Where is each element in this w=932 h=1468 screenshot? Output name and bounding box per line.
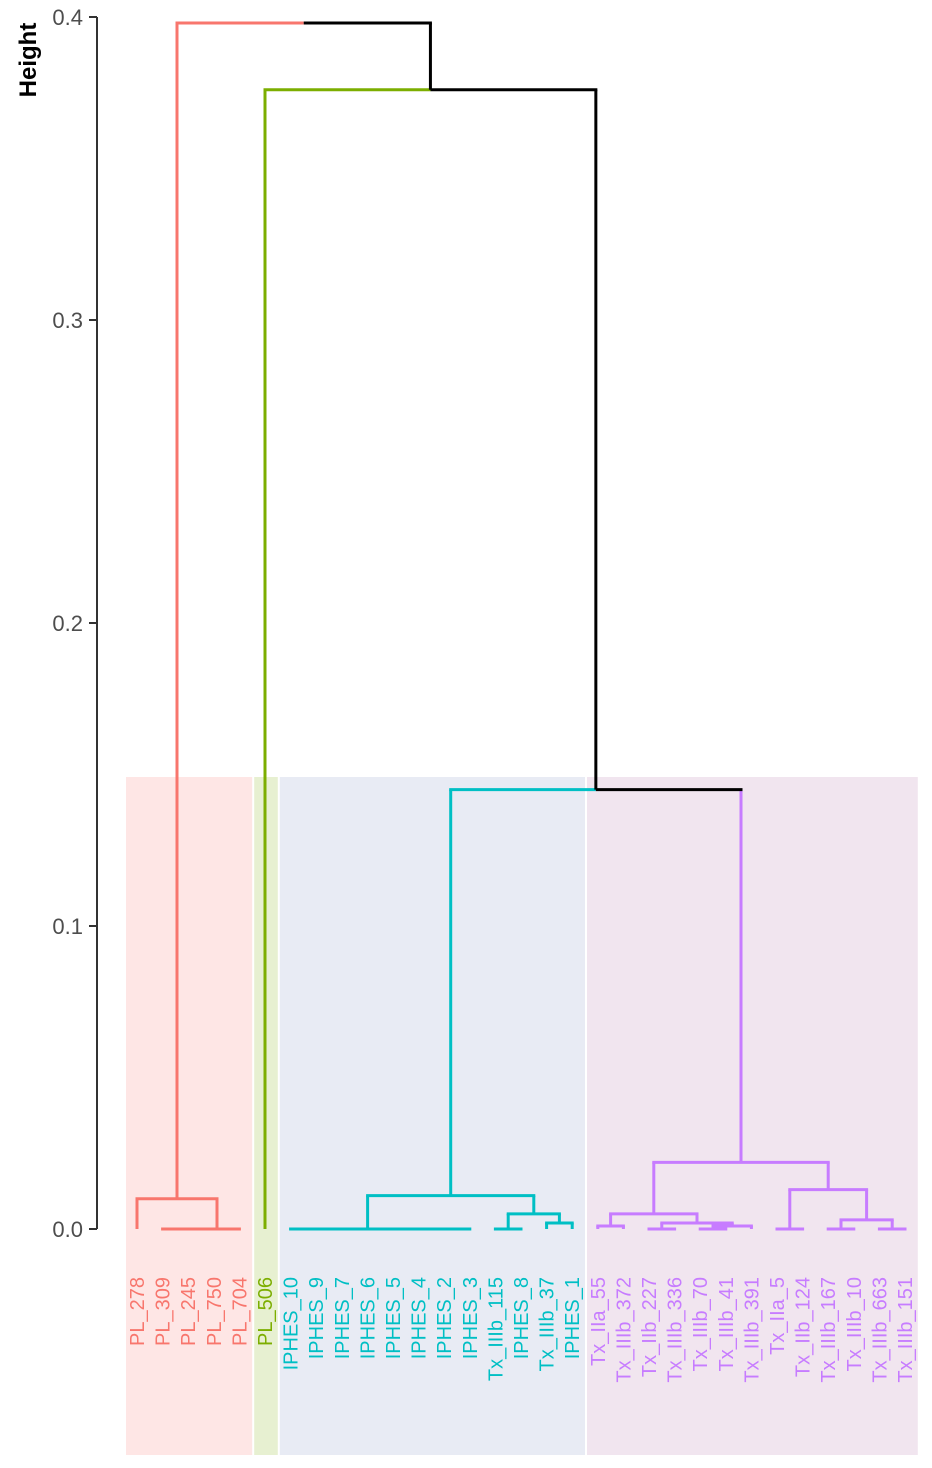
y-axis: 0.0 0.1 0.2 0.3 0.4 bbox=[52, 5, 98, 1242]
leaf-label: Tx_IIIb_336 bbox=[665, 1277, 687, 1383]
leaf-label: Tx_IIb_227 bbox=[639, 1277, 661, 1377]
leaf-label: Tx_IIb_124 bbox=[793, 1277, 815, 1377]
leaf-label: IPHES_8 bbox=[511, 1277, 533, 1359]
leaf-labels: PL_278 PL_309 PL_245 PL_750 PL_704 PL_506 IPHE… bbox=[127, 1277, 917, 1383]
leaf-label: PL_506 bbox=[255, 1277, 277, 1346]
leaf-label: Tx_IIa_5 bbox=[767, 1277, 789, 1355]
y-axis-label: Height bbox=[15, 23, 42, 98]
y-tick-label: 0.0 bbox=[52, 1217, 83, 1242]
cluster-band bbox=[126, 777, 253, 1455]
leaf-label: Tx_IIIb_37 bbox=[537, 1277, 559, 1372]
leaf-label: IPHES_7 bbox=[332, 1277, 354, 1359]
y-tick-label: 0.1 bbox=[52, 914, 83, 939]
leaf-label: Tx_IIIb_151 bbox=[895, 1277, 917, 1383]
leaf-label: IPHES_2 bbox=[434, 1277, 456, 1359]
leaf-label: Tx_IIIb_41 bbox=[716, 1277, 738, 1372]
leaf-label: Tx_IIIb_167 bbox=[818, 1277, 840, 1383]
leaf-label: PL_750 bbox=[204, 1277, 226, 1346]
leaf-label: Tx_IIIb_663 bbox=[869, 1277, 891, 1383]
y-tick-label: 0.2 bbox=[52, 611, 83, 636]
cluster-band bbox=[587, 777, 918, 1455]
leaf-label: IPHES_3 bbox=[460, 1277, 482, 1359]
leaf-label: Tx_IIIb_372 bbox=[613, 1277, 635, 1383]
leaf-label: Tx_IIIb_70 bbox=[690, 1277, 712, 1372]
leaf-label: IPHES_10 bbox=[281, 1277, 303, 1370]
leaf-label: PL_278 bbox=[127, 1277, 149, 1346]
leaf-label: IPHES_4 bbox=[409, 1277, 431, 1359]
leaf-label: IPHES_6 bbox=[357, 1277, 379, 1359]
leaf-label: Tx_IIIb_10 bbox=[844, 1277, 866, 1372]
leaf-label: IPHES_5 bbox=[383, 1277, 405, 1359]
leaf-label: PL_245 bbox=[178, 1277, 200, 1346]
y-tick-label: 0.3 bbox=[52, 308, 83, 333]
y-tick-label: 0.4 bbox=[52, 5, 83, 30]
leaf-label: Tx_IIa_55 bbox=[588, 1277, 610, 1366]
leaf-label: PL_704 bbox=[229, 1277, 251, 1346]
leaf-label: Tx_IIIb_115 bbox=[485, 1277, 507, 1381]
leaf-label: IPHES_9 bbox=[306, 1277, 328, 1359]
leaf-label: Tx_IIIb_391 bbox=[741, 1277, 763, 1383]
dendrogram-links bbox=[135, 21, 907, 1231]
leaf-label: PL_309 bbox=[153, 1277, 175, 1346]
cluster-band bbox=[279, 777, 585, 1455]
leaf-label: IPHES_1 bbox=[562, 1277, 584, 1359]
cluster-bands bbox=[126, 777, 918, 1455]
